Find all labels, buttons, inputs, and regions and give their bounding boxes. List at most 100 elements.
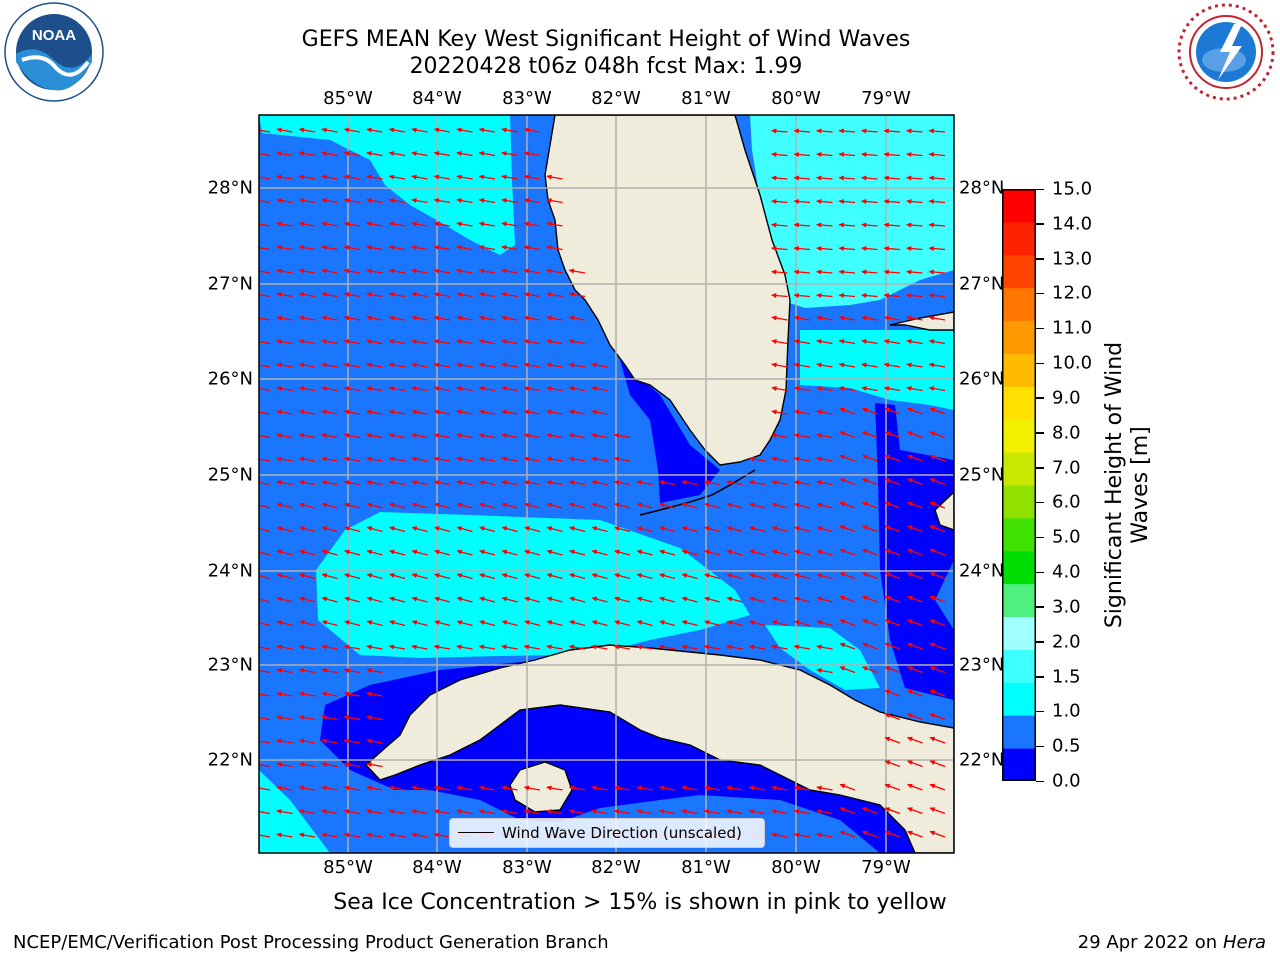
wind-wave-arrow xyxy=(259,434,271,439)
colorbar-segment xyxy=(1002,386,1036,420)
wind-wave-arrow-head xyxy=(726,785,732,791)
wind-wave-arrow-head xyxy=(726,620,733,626)
wind-wave-arrow-head xyxy=(591,526,598,532)
wind-wave-arrow-head xyxy=(793,785,800,791)
colorbar-segment xyxy=(1002,189,1036,223)
wind-wave-arrow-head xyxy=(591,785,597,791)
wind-wave-arrow-head xyxy=(411,573,418,579)
wind-wave-arrow-head xyxy=(276,268,282,274)
wind-wave-arrow xyxy=(259,716,271,721)
wind-wave-arrow-head xyxy=(478,526,485,532)
wind-wave-arrow-head xyxy=(771,573,778,579)
wind-wave-arrow-head xyxy=(658,596,665,602)
wind-wave-arrow-head xyxy=(591,620,598,626)
wind-wave-arrow-head xyxy=(703,480,710,486)
wind-wave-arrow-head xyxy=(478,127,485,133)
wind-wave-arrow-head xyxy=(928,175,935,181)
wind-wave-arrow-head xyxy=(703,620,710,626)
wind-wave-arrow-head xyxy=(433,644,440,650)
lat-tick-label-right: 22°N xyxy=(959,749,1005,771)
colorbar-tick-mark xyxy=(1036,292,1044,295)
wind-wave-arrow-head xyxy=(883,198,890,205)
colorbar-tick-mark xyxy=(1036,745,1044,748)
wind-wave-arrow-head xyxy=(321,620,328,626)
wind-wave-arrow-head xyxy=(343,596,350,602)
wind-wave-arrow-head xyxy=(793,339,800,345)
wind-wave-arrow-head xyxy=(770,128,777,134)
wind-wave-arrow-head xyxy=(861,501,868,507)
land-florida xyxy=(544,115,791,466)
wind-wave-arrow-head xyxy=(478,339,485,345)
wind-wave-arrow-head xyxy=(298,409,305,415)
wind-wave-arrow-head xyxy=(883,245,890,252)
wind-wave-arrow-head xyxy=(433,386,440,392)
colorbar-segment xyxy=(1002,748,1036,781)
lon-tick-label-bottom: 82°W xyxy=(591,857,641,878)
wind-wave-arrow-head xyxy=(884,807,891,813)
wind-wave-arrow-head xyxy=(388,292,395,298)
wind-wave-arrow-head xyxy=(748,620,755,626)
wind-wave-arrow-head xyxy=(771,315,777,321)
wind-wave-arrow-head xyxy=(771,785,777,791)
wind-wave-arrow-head xyxy=(321,339,327,345)
wind-wave-arrow-head xyxy=(726,526,733,532)
wind-wave-arrow-head xyxy=(839,407,846,413)
wind-wave-arrow-head xyxy=(546,409,552,415)
wind-wave-arrow-head xyxy=(388,339,395,345)
wind-wave-arrow-head xyxy=(321,526,328,532)
wind-wave-arrow-head xyxy=(433,127,440,133)
wind-wave-arrow-head xyxy=(929,407,936,413)
wind-wave-arrow-head xyxy=(366,573,373,579)
wind-wave-arrow-head xyxy=(748,785,755,791)
wind-wave-arrow-head xyxy=(681,644,687,650)
wind-wave-arrow-head xyxy=(321,433,327,439)
wind-wave-arrow-head xyxy=(568,596,575,602)
wind-wave-arrow-head xyxy=(884,454,891,460)
wind-wave-arrow-head xyxy=(411,221,417,227)
wind-wave-arrow-head xyxy=(793,175,800,181)
wind-wave-arrow-head xyxy=(905,292,912,299)
footer-date: 29 Apr 2022 on Hera xyxy=(1077,932,1266,953)
wind-wave-arrow-head xyxy=(681,596,688,602)
wind-wave-arrow-head xyxy=(411,362,417,368)
wind-wave-arrow-head xyxy=(298,502,305,508)
wind-wave-arrow-head xyxy=(523,502,530,508)
wind-wave-arrow-head xyxy=(411,620,418,626)
wind-wave-arrow xyxy=(259,693,271,697)
wind-wave-arrow-head xyxy=(861,619,868,625)
wind-wave-arrow-head xyxy=(276,832,282,838)
wind-wave-arrow-head xyxy=(793,292,800,299)
wind-wave-arrow-head xyxy=(321,127,327,133)
wind-wave-arrow-head xyxy=(478,549,485,555)
colorbar-label: Significant Height of Wind Waves [m] xyxy=(1102,341,1153,629)
wind-wave-arrow-head xyxy=(388,620,395,626)
wind-wave-arrow-head xyxy=(861,431,868,437)
wind-wave-arrow-head xyxy=(298,691,305,697)
wind-wave-arrow-head xyxy=(411,480,417,486)
wind-wave-arrow-head xyxy=(276,809,282,815)
wind-wave-arrow-head xyxy=(838,339,845,345)
wind-wave-arrow-head xyxy=(861,525,868,531)
wind-wave-arrow-head xyxy=(433,245,440,251)
wind-wave-arrow-head xyxy=(433,198,440,204)
wind-wave-arrow-head xyxy=(298,549,305,555)
wind-wave-arrow-head xyxy=(839,783,846,789)
wind-wave-arrow-head xyxy=(838,198,845,205)
wind-wave-arrow-head xyxy=(771,526,778,532)
wind-wave-arrow xyxy=(259,598,271,603)
wind-wave-arrow-head xyxy=(816,339,822,345)
wind-wave-arrow-head xyxy=(613,620,620,626)
wind-wave-arrow-head xyxy=(546,268,552,274)
wind-wave-arrow-head xyxy=(860,292,867,299)
wind-wave-arrow-head xyxy=(546,456,552,462)
wind-wave-arrow-head xyxy=(816,315,822,321)
wind-wave-arrow-head xyxy=(456,174,462,180)
wind-wave-arrow-head xyxy=(388,526,395,532)
wind-wave-arrow-head xyxy=(523,127,530,133)
wind-wave-arrow-head xyxy=(343,620,350,626)
wind-wave-arrow-head xyxy=(433,480,440,486)
colorbar-tick-mark xyxy=(1036,710,1044,713)
land-cuba xyxy=(365,644,954,853)
colorbar-tick-mark xyxy=(1036,258,1044,260)
wind-wave-arrow-head xyxy=(884,783,891,789)
